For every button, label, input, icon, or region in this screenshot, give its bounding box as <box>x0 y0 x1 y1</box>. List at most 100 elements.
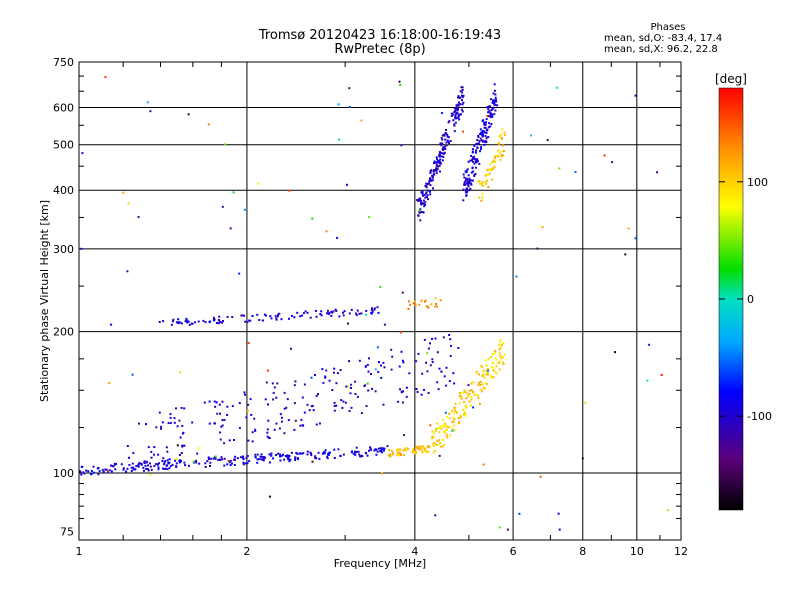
echo-point <box>266 431 269 434</box>
echo-point <box>114 468 117 471</box>
echo-point <box>268 453 271 456</box>
echo-point <box>388 449 391 451</box>
echo-point <box>476 146 479 149</box>
echo-point <box>483 370 485 373</box>
echo-point <box>475 143 478 146</box>
echo-point <box>349 392 352 395</box>
echo-point <box>473 162 476 165</box>
echo-point <box>490 123 493 125</box>
echo-point <box>490 169 493 172</box>
echo-point <box>460 397 463 400</box>
echo-point <box>558 528 561 531</box>
echo-point <box>462 408 465 411</box>
echo-point <box>500 150 503 153</box>
echo-point <box>420 445 423 448</box>
echo-point <box>497 155 500 158</box>
echo-point <box>489 163 492 166</box>
echo-point <box>445 141 448 144</box>
echo-point <box>493 89 496 92</box>
echo-point <box>463 412 466 415</box>
echo-point <box>447 121 450 124</box>
echo-point <box>161 467 164 470</box>
echo-point <box>494 100 497 103</box>
echo-point <box>374 390 377 393</box>
echo-point <box>488 168 491 171</box>
echo-point <box>380 449 382 452</box>
echo-point <box>294 457 297 460</box>
echo-point <box>478 381 480 384</box>
echo-point <box>322 452 325 455</box>
echo-point <box>441 159 444 162</box>
echo-point <box>208 400 211 403</box>
echo-point <box>490 114 492 117</box>
echo-point <box>368 449 370 452</box>
echo-point <box>454 121 457 124</box>
echo-point <box>233 439 235 441</box>
echo-point <box>456 411 458 414</box>
echo-point <box>444 411 447 414</box>
echo-point <box>150 456 153 459</box>
echo-point <box>501 137 504 140</box>
echo-point <box>167 462 170 465</box>
echo-point <box>143 460 146 463</box>
echo-point <box>453 382 456 385</box>
echo-point <box>242 461 245 464</box>
echo-point <box>405 395 408 398</box>
echo-point <box>603 154 606 157</box>
echo-point <box>435 165 438 167</box>
echo-point <box>414 447 417 450</box>
echo-point <box>403 448 406 451</box>
echo-point <box>288 189 291 192</box>
echo-point <box>272 398 275 401</box>
echo-point <box>433 162 436 164</box>
echo-point <box>433 436 436 439</box>
echo-point <box>440 137 443 140</box>
echo-point <box>251 315 254 317</box>
echo-point <box>104 76 107 79</box>
echo-point <box>203 401 206 404</box>
echo-point <box>530 134 533 137</box>
echo-point <box>342 400 345 403</box>
echo-point <box>80 247 83 250</box>
echo-point <box>350 387 352 389</box>
echo-point <box>220 425 223 428</box>
echo-point <box>269 461 271 464</box>
echo-point <box>634 237 637 240</box>
echo-point <box>478 180 481 183</box>
echo-point <box>434 427 437 430</box>
echo-point <box>179 371 182 374</box>
echo-point <box>319 422 321 425</box>
echo-point <box>499 346 502 349</box>
echo-point <box>128 464 131 466</box>
echo-point <box>336 236 339 239</box>
echo-point <box>493 99 496 102</box>
echo-point <box>484 359 487 362</box>
echo-point <box>464 170 467 173</box>
echo-point <box>441 138 444 141</box>
echo-point <box>162 457 165 460</box>
echo-point <box>247 403 250 406</box>
echo-point <box>458 402 461 405</box>
echo-point <box>223 442 226 445</box>
echo-point <box>481 192 484 195</box>
echo-point <box>455 108 458 111</box>
echo-point <box>347 385 350 388</box>
echo-point <box>415 446 418 448</box>
echo-point <box>398 454 401 457</box>
echo-point <box>469 159 472 162</box>
echo-point <box>376 450 379 453</box>
echo-point <box>400 391 403 394</box>
echo-point <box>402 449 405 452</box>
echo-point <box>448 412 451 415</box>
echo-point <box>407 447 410 450</box>
echo-point <box>288 454 291 457</box>
echo-point <box>212 457 215 460</box>
echo-point <box>331 389 334 391</box>
echo-point <box>420 199 422 202</box>
echo-point <box>464 189 467 192</box>
echo-point <box>309 451 312 454</box>
echo-point <box>214 457 217 460</box>
echo-point <box>462 173 465 176</box>
echo-point <box>370 448 373 451</box>
echo-point <box>451 420 454 423</box>
